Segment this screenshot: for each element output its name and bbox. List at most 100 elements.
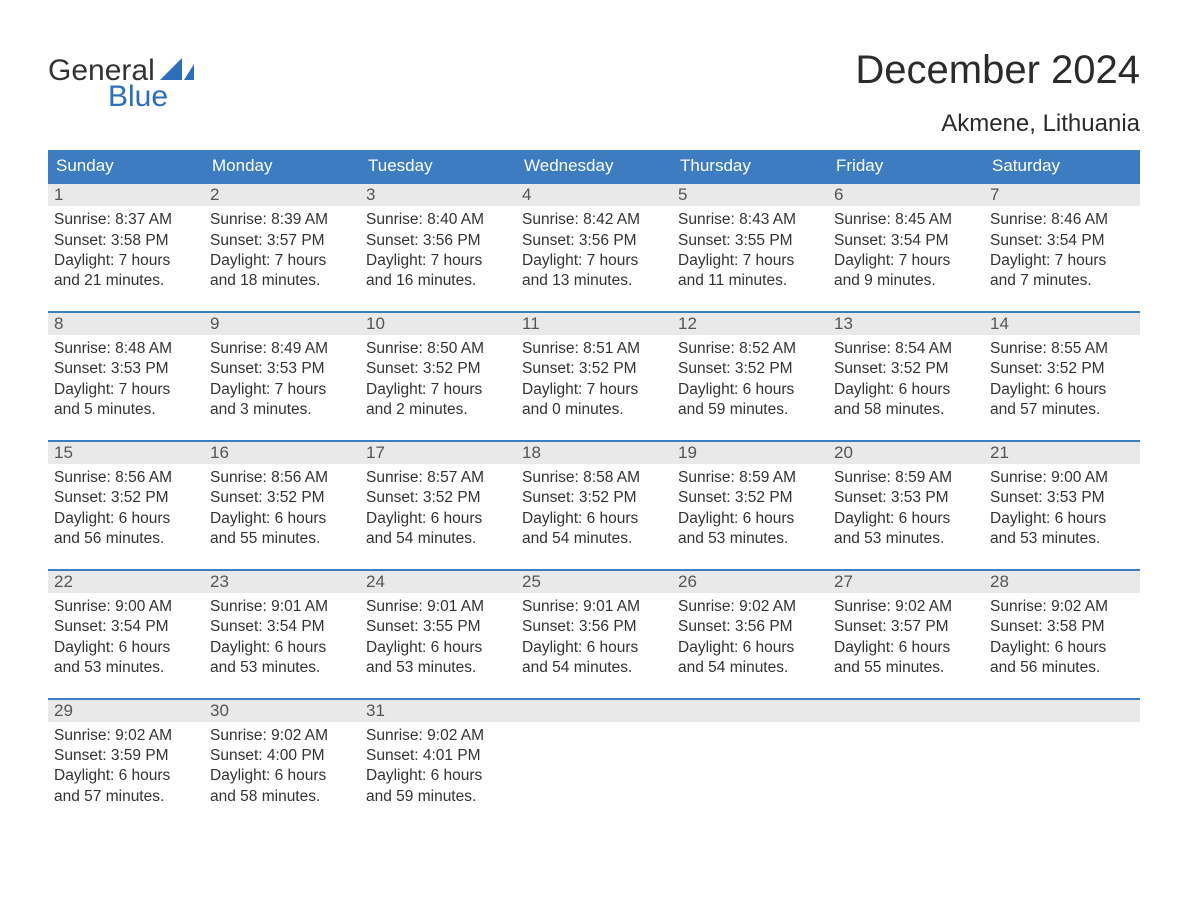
day-number: 8 xyxy=(48,313,204,335)
day-number: 25 xyxy=(516,571,672,593)
logo-flag-icon xyxy=(160,58,194,82)
day-body: Sunrise: 9:02 AMSunset: 3:57 PMDaylight:… xyxy=(828,593,984,680)
day-line-sunrise: Sunrise: 9:02 AM xyxy=(54,726,198,746)
day-body: Sunrise: 8:59 AMSunset: 3:53 PMDaylight:… xyxy=(828,464,984,551)
day-cell: 5Sunrise: 8:43 AMSunset: 3:55 PMDaylight… xyxy=(672,184,828,293)
day-number: 3 xyxy=(360,184,516,206)
day-line-sunrise: Sunrise: 9:01 AM xyxy=(210,597,354,617)
day-line-d1: Daylight: 6 hours xyxy=(522,509,666,529)
day-line-d1: Daylight: 7 hours xyxy=(210,380,354,400)
day-line-d2: and 11 minutes. xyxy=(678,271,822,291)
day-cell: 11Sunrise: 8:51 AMSunset: 3:52 PMDayligh… xyxy=(516,313,672,422)
day-cell: 13Sunrise: 8:54 AMSunset: 3:52 PMDayligh… xyxy=(828,313,984,422)
day-line-d1: Daylight: 6 hours xyxy=(678,509,822,529)
day-line-sunset: Sunset: 4:00 PM xyxy=(210,746,354,766)
day-number: 26 xyxy=(672,571,828,593)
weekday-header: Thursday xyxy=(672,150,828,182)
day-line-d2: and 59 minutes. xyxy=(366,787,510,807)
day-line-d1: Daylight: 6 hours xyxy=(990,380,1134,400)
day-number: 22 xyxy=(48,571,204,593)
day-body: Sunrise: 9:00 AMSunset: 3:54 PMDaylight:… xyxy=(48,593,204,680)
day-line-d2: and 57 minutes. xyxy=(990,400,1134,420)
day-number: 23 xyxy=(204,571,360,593)
day-line-d1: Daylight: 6 hours xyxy=(210,766,354,786)
day-line-d1: Daylight: 6 hours xyxy=(210,509,354,529)
day-line-sunrise: Sunrise: 9:01 AM xyxy=(522,597,666,617)
day-cell: 30Sunrise: 9:02 AMSunset: 4:00 PMDayligh… xyxy=(204,700,360,809)
day-line-d2: and 58 minutes. xyxy=(210,787,354,807)
day-line-d1: Daylight: 7 hours xyxy=(834,251,978,271)
day-line-d2: and 53 minutes. xyxy=(54,658,198,678)
day-line-d2: and 53 minutes. xyxy=(210,658,354,678)
day-line-d2: and 2 minutes. xyxy=(366,400,510,420)
day-number: 1 xyxy=(48,184,204,206)
day-cell: 8Sunrise: 8:48 AMSunset: 3:53 PMDaylight… xyxy=(48,313,204,422)
day-body: Sunrise: 8:37 AMSunset: 3:58 PMDaylight:… xyxy=(48,206,204,293)
week-row: 22Sunrise: 9:00 AMSunset: 3:54 PMDayligh… xyxy=(48,569,1140,680)
day-cell: 22Sunrise: 9:00 AMSunset: 3:54 PMDayligh… xyxy=(48,571,204,680)
empty-cell xyxy=(984,700,1140,809)
day-number: 2 xyxy=(204,184,360,206)
day-number: 31 xyxy=(360,700,516,722)
day-cell: 19Sunrise: 8:59 AMSunset: 3:52 PMDayligh… xyxy=(672,442,828,551)
day-cell: 1Sunrise: 8:37 AMSunset: 3:58 PMDaylight… xyxy=(48,184,204,293)
day-line-sunset: Sunset: 3:52 PM xyxy=(678,359,822,379)
day-line-d2: and 54 minutes. xyxy=(366,529,510,549)
day-line-d1: Daylight: 7 hours xyxy=(210,251,354,271)
day-body: Sunrise: 8:51 AMSunset: 3:52 PMDaylight:… xyxy=(516,335,672,422)
day-number: 7 xyxy=(984,184,1140,206)
day-number: 14 xyxy=(984,313,1140,335)
day-number: 5 xyxy=(672,184,828,206)
day-line-sunrise: Sunrise: 8:55 AM xyxy=(990,339,1134,359)
day-line-d1: Daylight: 6 hours xyxy=(990,509,1134,529)
day-body: Sunrise: 9:02 AMSunset: 3:58 PMDaylight:… xyxy=(984,593,1140,680)
day-line-sunset: Sunset: 3:53 PM xyxy=(834,488,978,508)
day-line-d1: Daylight: 6 hours xyxy=(522,638,666,658)
day-line-sunset: Sunset: 3:53 PM xyxy=(54,359,198,379)
day-body: Sunrise: 8:46 AMSunset: 3:54 PMDaylight:… xyxy=(984,206,1140,293)
month-title: December 2024 xyxy=(855,48,1140,92)
day-cell: 23Sunrise: 9:01 AMSunset: 3:54 PMDayligh… xyxy=(204,571,360,680)
weekday-header-row: Sunday Monday Tuesday Wednesday Thursday… xyxy=(48,150,1140,182)
day-line-sunset: Sunset: 3:54 PM xyxy=(990,231,1134,251)
day-line-d1: Daylight: 6 hours xyxy=(678,638,822,658)
day-line-sunset: Sunset: 4:01 PM xyxy=(366,746,510,766)
calendar: Sunday Monday Tuesday Wednesday Thursday… xyxy=(48,150,1140,809)
day-line-d2: and 59 minutes. xyxy=(678,400,822,420)
day-cell: 31Sunrise: 9:02 AMSunset: 4:01 PMDayligh… xyxy=(360,700,516,809)
day-line-sunrise: Sunrise: 8:59 AM xyxy=(678,468,822,488)
day-line-d1: Daylight: 7 hours xyxy=(522,380,666,400)
day-line-d1: Daylight: 7 hours xyxy=(54,251,198,271)
day-line-sunrise: Sunrise: 9:02 AM xyxy=(834,597,978,617)
day-body: Sunrise: 8:50 AMSunset: 3:52 PMDaylight:… xyxy=(360,335,516,422)
day-line-d2: and 54 minutes. xyxy=(522,658,666,678)
day-body: Sunrise: 8:56 AMSunset: 3:52 PMDaylight:… xyxy=(204,464,360,551)
day-line-d2: and 18 minutes. xyxy=(210,271,354,291)
day-line-sunset: Sunset: 3:58 PM xyxy=(54,231,198,251)
day-body: Sunrise: 8:56 AMSunset: 3:52 PMDaylight:… xyxy=(48,464,204,551)
day-line-d1: Daylight: 7 hours xyxy=(522,251,666,271)
day-line-sunset: Sunset: 3:52 PM xyxy=(678,488,822,508)
day-number: 4 xyxy=(516,184,672,206)
day-line-d2: and 3 minutes. xyxy=(210,400,354,420)
day-body: Sunrise: 9:01 AMSunset: 3:54 PMDaylight:… xyxy=(204,593,360,680)
day-line-d2: and 53 minutes. xyxy=(678,529,822,549)
day-line-sunrise: Sunrise: 8:58 AM xyxy=(522,468,666,488)
day-line-sunset: Sunset: 3:52 PM xyxy=(522,359,666,379)
day-line-d2: and 9 minutes. xyxy=(834,271,978,291)
day-body: Sunrise: 8:43 AMSunset: 3:55 PMDaylight:… xyxy=(672,206,828,293)
day-line-d2: and 56 minutes. xyxy=(54,529,198,549)
day-line-d1: Daylight: 7 hours xyxy=(366,251,510,271)
day-line-d1: Daylight: 6 hours xyxy=(366,638,510,658)
day-body: Sunrise: 8:40 AMSunset: 3:56 PMDaylight:… xyxy=(360,206,516,293)
logo-text-blue: Blue xyxy=(108,80,168,114)
day-cell: 4Sunrise: 8:42 AMSunset: 3:56 PMDaylight… xyxy=(516,184,672,293)
day-line-sunrise: Sunrise: 8:39 AM xyxy=(210,210,354,230)
location-label: Akmene, Lithuania xyxy=(855,110,1140,138)
day-line-sunset: Sunset: 3:54 PM xyxy=(54,617,198,637)
day-cell: 24Sunrise: 9:01 AMSunset: 3:55 PMDayligh… xyxy=(360,571,516,680)
day-number: 10 xyxy=(360,313,516,335)
day-line-d1: Daylight: 6 hours xyxy=(54,509,198,529)
day-line-sunrise: Sunrise: 9:02 AM xyxy=(366,726,510,746)
day-line-sunrise: Sunrise: 8:56 AM xyxy=(210,468,354,488)
